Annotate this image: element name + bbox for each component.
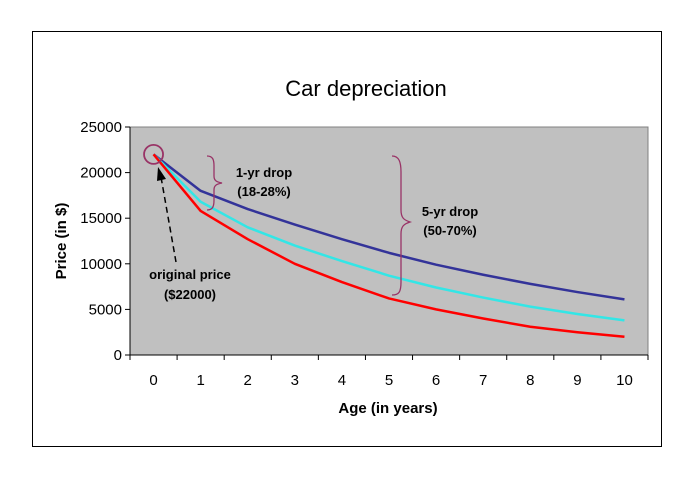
- x-tick-label: 6: [432, 372, 440, 389]
- y-tick-label: 25000: [80, 119, 122, 136]
- x-tick-label: 5: [385, 372, 393, 389]
- original-price-label: original price: [149, 267, 231, 282]
- chart-title: Car depreciation: [285, 76, 446, 101]
- one-year-drop-label: 1-yr drop: [236, 165, 292, 180]
- series-line-3: [152, 153, 625, 339]
- x-tick-label: 9: [573, 372, 581, 389]
- y-tick-label: 15000: [80, 210, 122, 227]
- annotations: 1-yr drop (18-28%) 5-yr drop (50-70%) origin…: [143, 143, 478, 302]
- plot-area: [129, 126, 649, 356]
- y-tick-label: 20000: [80, 165, 122, 182]
- y-axis-title: Price (in $): [53, 203, 70, 280]
- x-tick-label: 8: [526, 372, 534, 389]
- x-axis: 0 1 2 3 4 5 6 7 8 9 10: [129, 354, 649, 389]
- original-price-arrowhead: [157, 167, 166, 181]
- x-tick-label: 4: [338, 372, 346, 389]
- y-tick-label: 5000: [89, 301, 122, 318]
- five-year-drop-label: 5-yr drop: [422, 204, 478, 219]
- one-year-brace: [206, 155, 223, 211]
- original-price-label: ($22000): [164, 287, 216, 302]
- x-tick-label: 1: [196, 372, 204, 389]
- original-price-arrow: [160, 176, 177, 263]
- y-tick-label: 10000: [80, 256, 122, 273]
- x-axis-title: Age (in years): [338, 400, 437, 417]
- series-layer: [152, 153, 625, 339]
- x-tick-label: 0: [149, 372, 157, 389]
- one-year-drop-label: (18-28%): [237, 184, 290, 199]
- series-line-2: [152, 153, 625, 322]
- x-tick-label: 10: [616, 372, 633, 389]
- five-year-drop-label: (50-70%): [423, 223, 476, 238]
- original-price-circle: [143, 143, 164, 165]
- five-year-brace: [391, 155, 413, 296]
- x-tick-label: 7: [479, 372, 487, 389]
- series-line-1: [152, 153, 625, 301]
- y-axis: 0 5000 10000 15000 20000 25000: [80, 119, 131, 364]
- x-tick-label: 3: [291, 372, 299, 389]
- x-tick-label: 2: [244, 372, 252, 389]
- y-tick-label: 0: [114, 347, 122, 364]
